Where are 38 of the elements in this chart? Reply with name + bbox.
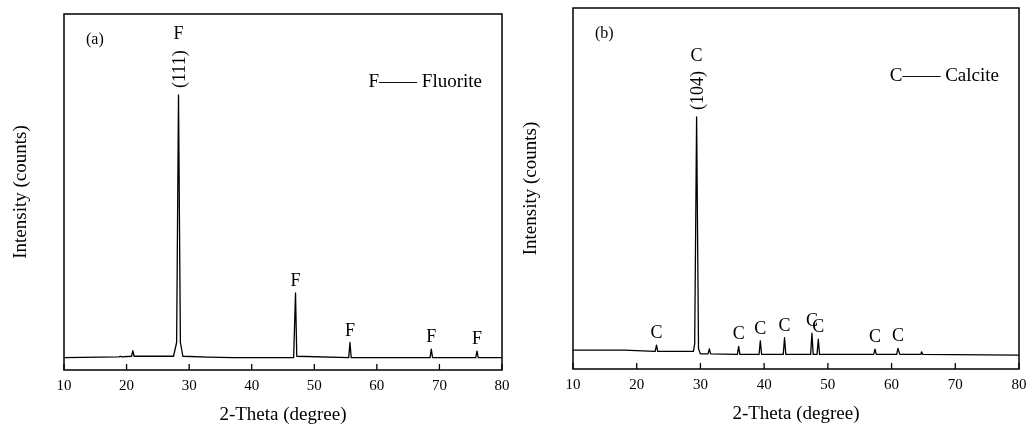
x-tick-label: 10 [565, 376, 581, 392]
annotation: F [290, 270, 301, 290]
x-tick-label: 40 [756, 376, 772, 392]
text: (a) [86, 30, 104, 48]
annotation: F [173, 23, 184, 43]
x-tick-label: 40 [244, 377, 260, 393]
x-tick-label: 50 [820, 376, 836, 392]
x-tick-label: 10 [56, 377, 72, 393]
annotation: C [650, 322, 663, 343]
x-axis-title: 2-Theta (degree) [219, 403, 347, 425]
annotation: C [869, 326, 882, 347]
annotation: (111) [168, 50, 190, 88]
x-tick-label: 20 [119, 377, 135, 393]
x-tick-label: 70 [947, 376, 963, 392]
x-tick-label: 20 [629, 376, 645, 392]
x-axis-title: 2-Theta (degree) [732, 402, 860, 424]
annotation: F [426, 326, 437, 347]
text: (b) [595, 24, 614, 42]
text: C—— Calcite [889, 64, 999, 85]
y-axis-title: Intensity (counts) [519, 121, 541, 256]
x-tick-label: 70 [431, 377, 447, 393]
annotation: C [778, 314, 791, 335]
x-tick-label: 30 [692, 376, 708, 392]
x-tick-label: 60 [884, 376, 900, 392]
annotation: C [732, 323, 745, 344]
x-tick-label: 60 [369, 377, 385, 393]
annotation: C [891, 325, 904, 346]
x-tick-label: 50 [306, 377, 322, 393]
annotation: C [690, 45, 703, 65]
x-tick-label: 80 [494, 377, 510, 393]
x-tick-label: 80 [1011, 376, 1027, 392]
annotation: C [754, 317, 767, 338]
x-tick-label: 30 [181, 377, 197, 393]
annotation: (104) [686, 71, 708, 110]
annotation: F [471, 328, 482, 349]
text: F—— Fluorite [368, 70, 482, 91]
y-axis-title: Intensity (counts) [9, 125, 31, 259]
annotation: F [344, 319, 355, 340]
